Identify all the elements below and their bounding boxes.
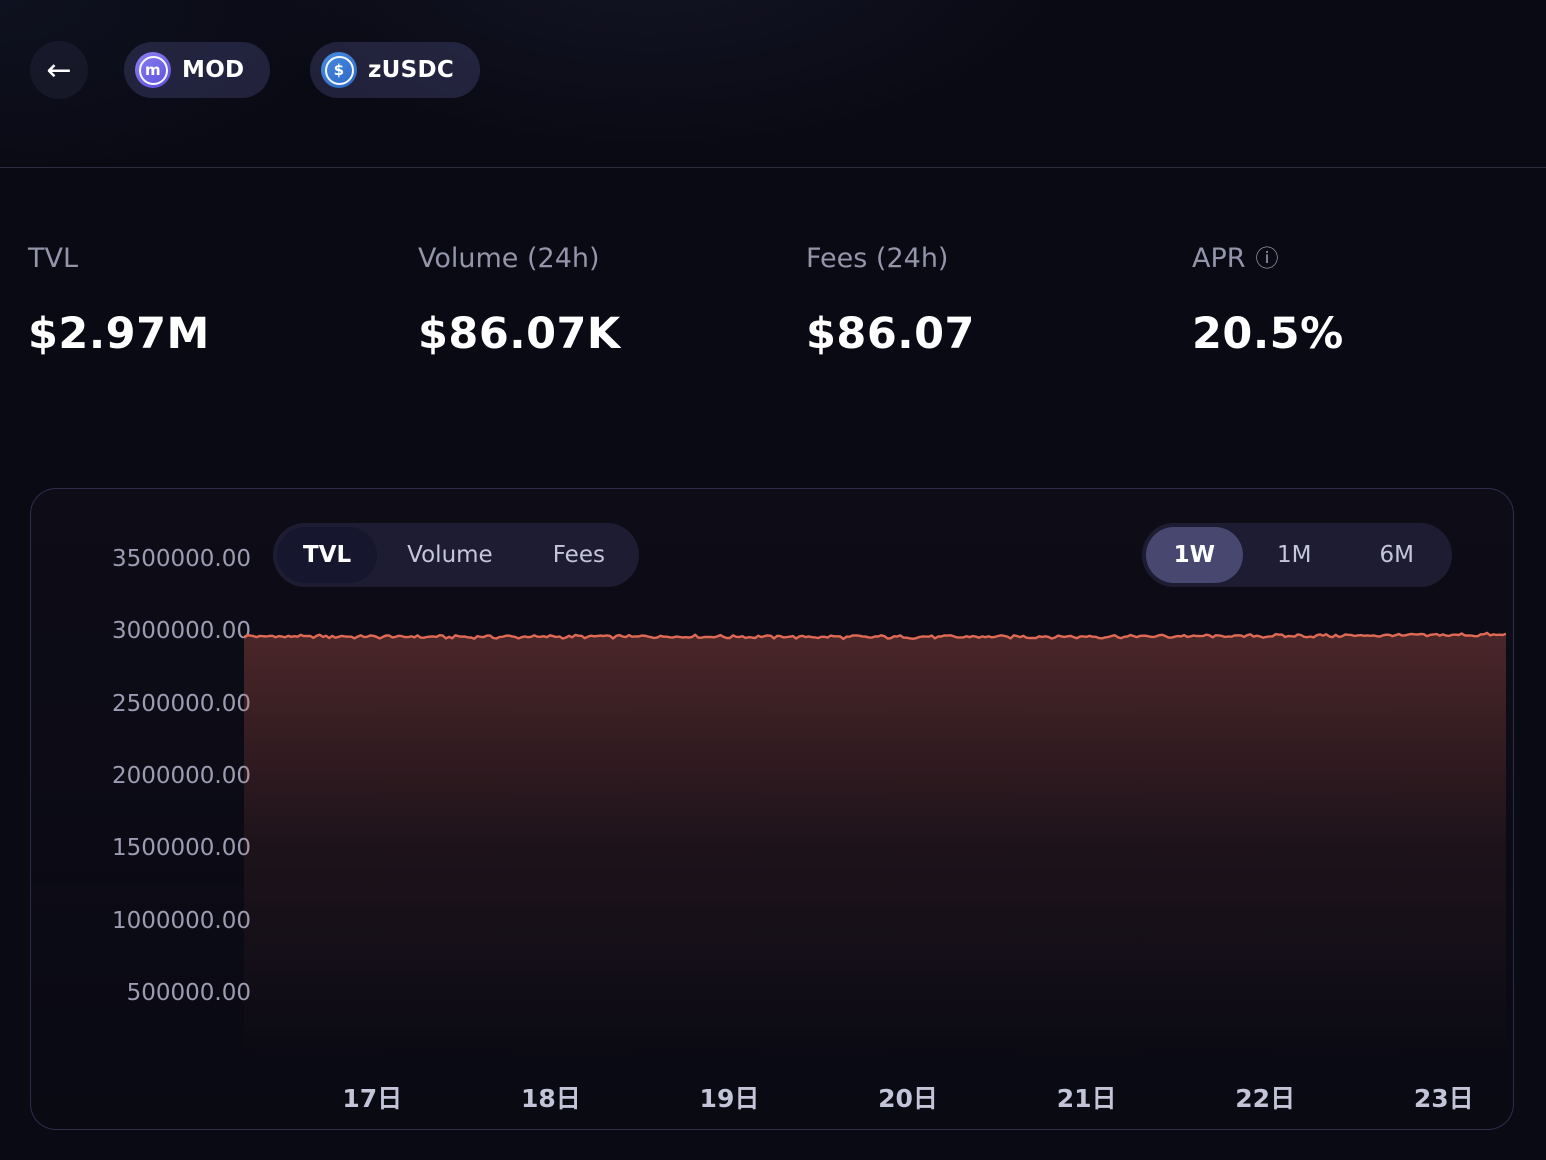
- y-axis-label: 3000000.00: [111, 618, 251, 645]
- y-axis-label: 3500000.00: [111, 546, 251, 572]
- range-tab-group: 1W 1M 6M: [1141, 523, 1452, 587]
- stat-tvl-value: $2.97M: [28, 309, 210, 359]
- range-1m[interactable]: 1M: [1277, 542, 1312, 568]
- back-arrow-icon: ←: [46, 52, 72, 88]
- x-axis-label: 22日: [1235, 1084, 1296, 1113]
- x-axis-label: 18日: [520, 1084, 581, 1113]
- stat-volume-label: Volume (24h): [418, 243, 600, 274]
- metric-tab-group: TVL Volume Fees: [273, 523, 639, 587]
- y-axis-label: 1500000.00: [111, 835, 251, 862]
- stat-fees: Fees (24h) $86.07: [806, 243, 975, 359]
- y-axis-label: 1000000.00: [111, 907, 251, 934]
- usdc-dollar-glyph: $: [324, 55, 354, 85]
- chart-card: TVL Volume Fees 1W 1M 6M 3500000.00 3000…: [30, 488, 1514, 1130]
- tab-volume[interactable]: Volume: [407, 542, 493, 568]
- header: ← m MOD $ zUSDC: [0, 0, 1546, 168]
- usdc-token-icon: $: [321, 52, 357, 88]
- y-axis-label: 2500000.00: [111, 690, 251, 717]
- x-axis-label: 20日: [878, 1084, 938, 1113]
- stat-tvl-label: TVL: [28, 243, 79, 274]
- y-axis-label: 500000.00: [126, 979, 251, 1006]
- x-axis-label: 19日: [699, 1084, 760, 1113]
- stat-apr-value: 20.5%: [1192, 309, 1344, 359]
- tab-fees[interactable]: Fees: [552, 542, 605, 568]
- tvl-area-chart[interactable]: [244, 559, 1506, 1061]
- y-axis-label: 2000000.00: [111, 762, 251, 789]
- x-axis-label: 21日: [1056, 1084, 1117, 1113]
- mod-token-icon: m: [135, 52, 171, 88]
- stat-fees-label: Fees (24h): [806, 243, 949, 274]
- info-icon[interactable]: ⓘ: [1255, 245, 1279, 272]
- x-axis-label: 23日: [1413, 1084, 1474, 1113]
- stat-fees-value: $86.07: [806, 309, 975, 359]
- token-symbol-mod: MOD: [182, 57, 245, 83]
- token-badge-mod: m MOD: [124, 42, 271, 98]
- stat-volume-value: $86.07K: [418, 309, 621, 359]
- stat-tvl: TVL $2.97M: [28, 243, 210, 359]
- x-axis: 17日 18日 19日 20日 21日 22日 23日: [283, 1079, 1533, 1115]
- stat-apr-label: APR: [1192, 243, 1246, 274]
- mod-token-letter: m: [138, 55, 168, 85]
- range-1w[interactable]: 1W: [1145, 527, 1244, 583]
- token-symbol-zusdc: zUSDC: [368, 57, 455, 83]
- y-axis: 3500000.00 3000000.00 2500000.00 2000000…: [31, 545, 251, 1007]
- tab-tvl[interactable]: TVL: [277, 527, 378, 583]
- range-6m[interactable]: 6M: [1379, 542, 1414, 568]
- token-badge-zusdc: $ zUSDC: [310, 42, 481, 98]
- x-axis-label: 17日: [342, 1084, 403, 1113]
- back-button[interactable]: ←: [30, 41, 88, 99]
- stat-apr: APR ⓘ 20.5%: [1192, 243, 1344, 359]
- stat-volume: Volume (24h) $86.07K: [418, 243, 621, 359]
